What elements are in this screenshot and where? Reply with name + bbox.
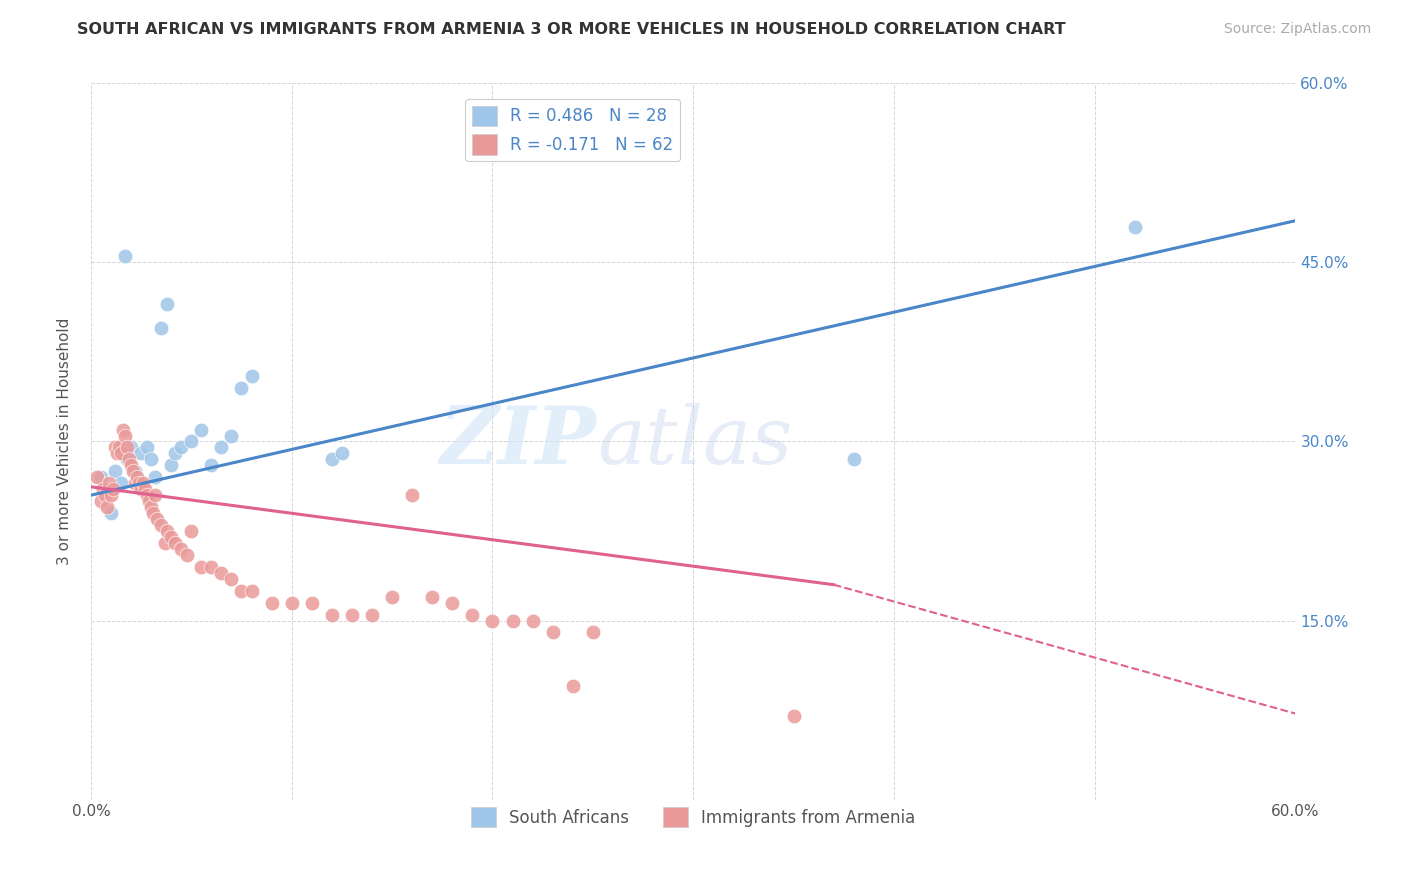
Point — [124, 464, 146, 478]
Point — [782, 709, 804, 723]
Point — [190, 559, 212, 574]
Point — [200, 458, 222, 473]
Point — [138, 494, 160, 508]
Point — [150, 321, 173, 335]
Point — [114, 428, 136, 442]
Point — [129, 482, 152, 496]
Point — [105, 446, 128, 460]
Point — [481, 614, 503, 628]
Point — [502, 614, 524, 628]
Point — [127, 470, 149, 484]
Point — [280, 596, 302, 610]
Point — [136, 441, 159, 455]
Point — [190, 423, 212, 437]
Point — [340, 607, 363, 622]
Y-axis label: 3 or more Vehicles in Household: 3 or more Vehicles in Household — [58, 318, 72, 566]
Point — [132, 476, 155, 491]
Point — [231, 381, 253, 395]
Point — [156, 524, 179, 538]
Point — [209, 566, 232, 580]
Text: ZIP: ZIP — [440, 402, 596, 480]
Point — [522, 614, 544, 628]
Point — [582, 625, 605, 640]
Point — [115, 441, 138, 455]
Point — [90, 494, 112, 508]
Point — [136, 488, 159, 502]
Point — [842, 452, 865, 467]
Point — [301, 596, 323, 610]
Point — [209, 441, 232, 455]
Point — [176, 548, 198, 562]
Point — [541, 625, 564, 640]
Point — [115, 452, 138, 467]
Point — [128, 476, 150, 491]
Point — [160, 458, 183, 473]
Point — [110, 446, 132, 460]
Point — [112, 423, 135, 437]
Point — [160, 530, 183, 544]
Point — [118, 452, 141, 467]
Point — [221, 572, 243, 586]
Point — [240, 368, 263, 383]
Point — [143, 470, 166, 484]
Point — [165, 536, 187, 550]
Text: SOUTH AFRICAN VS IMMIGRANTS FROM ARMENIA 3 OR MORE VEHICLES IN HOUSEHOLD CORRELA: SOUTH AFRICAN VS IMMIGRANTS FROM ARMENIA… — [77, 22, 1066, 37]
Point — [94, 488, 117, 502]
Point — [142, 506, 165, 520]
Point — [143, 488, 166, 502]
Point — [90, 470, 112, 484]
Point — [420, 590, 443, 604]
Point — [155, 536, 177, 550]
Point — [156, 297, 179, 311]
Point — [1123, 219, 1146, 234]
Point — [200, 559, 222, 574]
Point — [260, 596, 283, 610]
Point — [180, 524, 202, 538]
Point — [240, 583, 263, 598]
Point — [104, 441, 127, 455]
Point — [110, 476, 132, 491]
Point — [86, 470, 108, 484]
Point — [134, 482, 156, 496]
Point — [91, 482, 114, 496]
Point — [461, 607, 484, 622]
Point — [401, 488, 423, 502]
Legend: South Africans, Immigrants from Armenia: South Africans, Immigrants from Armenia — [464, 800, 922, 834]
Point — [321, 452, 343, 467]
Point — [98, 476, 121, 491]
Point — [100, 488, 122, 502]
Point — [361, 607, 384, 622]
Point — [180, 434, 202, 449]
Point — [221, 428, 243, 442]
Point — [101, 482, 124, 496]
Point — [170, 541, 193, 556]
Point — [108, 441, 131, 455]
Point — [120, 441, 142, 455]
Point — [165, 446, 187, 460]
Point — [330, 446, 353, 460]
Point — [141, 452, 163, 467]
Point — [120, 458, 142, 473]
Point — [231, 583, 253, 598]
Point — [170, 441, 193, 455]
Point — [321, 607, 343, 622]
Text: Source: ZipAtlas.com: Source: ZipAtlas.com — [1223, 22, 1371, 37]
Text: atlas: atlas — [596, 402, 792, 480]
Point — [122, 464, 145, 478]
Point — [100, 506, 122, 520]
Point — [141, 500, 163, 515]
Point — [561, 679, 583, 693]
Point — [150, 518, 173, 533]
Point — [146, 512, 169, 526]
Point — [381, 590, 404, 604]
Point — [114, 250, 136, 264]
Point — [441, 596, 464, 610]
Point — [96, 500, 118, 515]
Point — [104, 464, 127, 478]
Point — [129, 446, 152, 460]
Point — [124, 476, 146, 491]
